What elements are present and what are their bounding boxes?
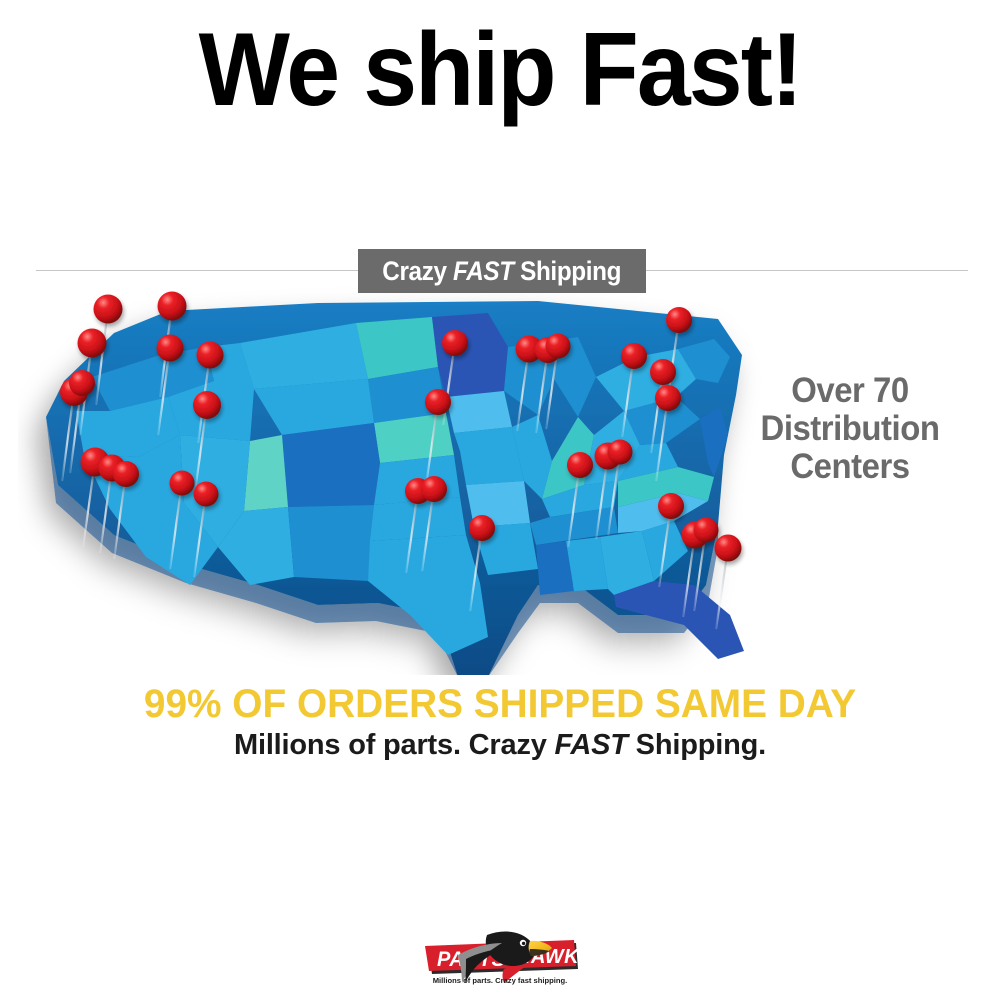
pin-07 xyxy=(69,370,95,396)
callout-line-3: Centers xyxy=(790,447,910,486)
state-ne-states xyxy=(678,339,730,383)
state-ok xyxy=(370,497,466,541)
state-il xyxy=(512,415,552,499)
pin-27 xyxy=(421,476,447,502)
hawk-head-icon xyxy=(458,931,552,983)
pin-21 xyxy=(655,385,681,411)
callout-line-1: Over 70 xyxy=(791,371,909,410)
state-pa xyxy=(624,397,700,445)
us-distribution-map xyxy=(18,285,778,675)
pin-23 xyxy=(567,452,593,478)
banner-suffix: Shipping xyxy=(513,255,622,286)
parts-hawk-logo[interactable]: PARTS HAWK Millions of parts. Crazy fast… xyxy=(418,925,583,987)
tagline-emphasis: FAST xyxy=(554,729,629,761)
pin-20 xyxy=(650,359,676,385)
divider-line-left xyxy=(36,270,362,271)
distribution-centers-callout: Over 70 Distribution Centers xyxy=(728,372,972,486)
callout-line-2: Distribution xyxy=(760,409,940,448)
state-ms xyxy=(536,541,574,595)
state-wy xyxy=(254,379,374,435)
crazy-fast-shipping-banner: Crazy FAST Shipping xyxy=(358,249,646,293)
pin-01 xyxy=(93,294,123,324)
state-mo xyxy=(454,427,524,485)
state-in xyxy=(542,417,594,499)
pin-30 xyxy=(693,517,719,543)
state-tx xyxy=(368,535,488,655)
pin-19 xyxy=(621,343,647,369)
banner-emphasis: FAST xyxy=(453,255,514,286)
pin-11 xyxy=(113,461,139,487)
divider-line-right xyxy=(644,270,968,271)
millions-of-parts-tagline: Millions of parts. Crazy FAST Shipping. xyxy=(0,729,1000,761)
pin-heads xyxy=(60,291,742,562)
state-wv xyxy=(618,443,678,481)
pin-28 xyxy=(658,493,684,519)
pin-31 xyxy=(714,534,742,562)
banner-prefix: Crazy xyxy=(382,255,454,286)
state-al xyxy=(566,537,608,591)
pin-05 xyxy=(196,341,224,369)
state-co xyxy=(282,423,380,507)
pin-13 xyxy=(193,481,219,507)
pin-14 xyxy=(425,389,451,415)
state-midatlantic xyxy=(700,407,728,477)
logo-tagline: Millions of parts. Crazy fast shipping. xyxy=(433,976,568,985)
pin-22 xyxy=(666,307,692,333)
section-divider: Crazy FAST Shipping xyxy=(0,249,1000,306)
same-day-shipping-tagline: 99% OF ORDERS SHIPPED SAME DAY xyxy=(143,682,857,726)
state-or xyxy=(76,397,180,457)
state-az xyxy=(218,507,294,585)
state-sd xyxy=(368,367,446,423)
pin-18 xyxy=(545,333,571,359)
pin-16 xyxy=(515,335,543,363)
tagline-prefix: Millions of parts. Crazy xyxy=(234,729,555,761)
state-wa xyxy=(92,347,214,411)
pin-03 xyxy=(157,291,187,321)
pin-needles xyxy=(60,305,730,630)
state-va xyxy=(618,467,714,507)
state-fl xyxy=(614,581,744,659)
pin-15 xyxy=(442,330,468,356)
page-title: We ship Fast! xyxy=(198,12,804,128)
pin-02 xyxy=(77,328,107,358)
state-ia xyxy=(446,391,512,433)
tagline-suffix: Shipping. xyxy=(627,729,767,761)
state-ky xyxy=(542,481,618,517)
map-pins xyxy=(60,291,742,630)
pin-12 xyxy=(169,470,195,496)
pin-08 xyxy=(193,391,221,419)
state-nd xyxy=(356,317,438,379)
state-nm xyxy=(288,505,374,581)
pin-32 xyxy=(469,515,495,541)
pin-25 xyxy=(607,439,633,465)
banner-label: Crazy FAST Shipping xyxy=(382,255,622,286)
state-mt xyxy=(240,323,368,389)
pin-04 xyxy=(156,334,184,362)
state-ga xyxy=(600,531,654,595)
state-ut xyxy=(244,435,288,511)
